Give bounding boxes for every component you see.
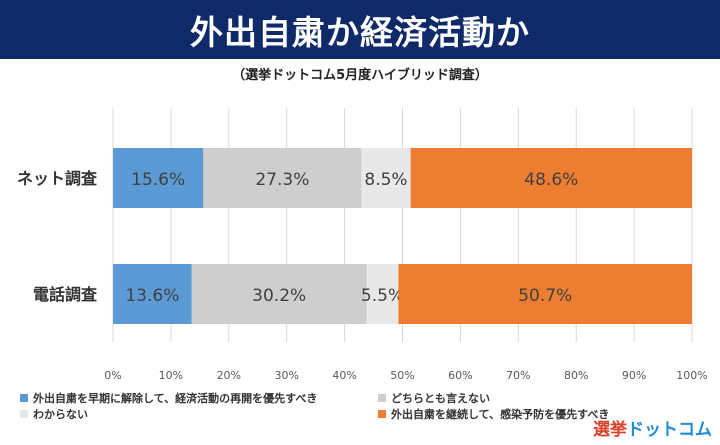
bar-segment	[366, 264, 399, 324]
logo-text: 選挙	[593, 420, 627, 440]
x-tick-label: 80%	[564, 369, 588, 382]
bar-segment	[398, 264, 692, 324]
legend-swatch	[378, 394, 386, 402]
category-label: 電話調査	[33, 285, 97, 304]
logo-accent-text: ドットコム	[627, 420, 712, 440]
legend-label: 外出自粛を早期に解除して、経済活動の再開を優先すべき	[33, 392, 318, 405]
legend-item: わからない	[20, 406, 88, 422]
legend-swatch	[378, 410, 386, 418]
data-label: 50.7%	[518, 286, 572, 306]
data-label: 48.6%	[524, 170, 578, 190]
data-label: 8.5%	[364, 170, 407, 190]
data-label: 15.6%	[131, 170, 185, 190]
chart-title: 外出自粛か経済活動か	[190, 12, 530, 52]
legend-label: わからない	[33, 408, 88, 421]
bar-segment	[113, 148, 204, 208]
data-label: 27.3%	[255, 170, 309, 190]
legend-item: 外出自粛を早期に解除して、経済活動の再開を優先すべき	[20, 390, 317, 406]
x-tick-label: 50%	[390, 369, 414, 382]
x-tick-label: 70%	[506, 369, 530, 382]
chart-subtitle: （選挙ドットコム5月度ハイブリッド調査）	[232, 68, 488, 83]
x-tick-label: 0%	[104, 369, 121, 382]
x-tick-label: 20%	[217, 369, 241, 382]
x-tick-label: 90%	[622, 369, 646, 382]
legend-label: 外出自粛を継続して、感染予防を優先すべき	[391, 408, 610, 421]
data-label: 5.5%	[361, 286, 404, 306]
bar-segment	[361, 148, 411, 208]
bar-segment	[113, 264, 192, 324]
x-tick-label: 10%	[159, 369, 183, 382]
x-tick-label: 60%	[448, 369, 472, 382]
legend-label: どちらとも言えない	[391, 392, 490, 405]
legend-swatch	[20, 394, 28, 402]
x-tick-label: 30%	[274, 369, 298, 382]
legend-swatch	[20, 410, 28, 418]
legend-item: 外出自粛を継続して、感染予防を優先すべき	[378, 406, 609, 422]
data-label: 13.6%	[125, 286, 179, 306]
data-label: 30.2%	[252, 286, 306, 306]
x-tick-label: 40%	[332, 369, 356, 382]
bar-segment	[191, 264, 367, 324]
site-logo: 選挙ドットコム	[593, 415, 712, 440]
x-tick-label: 100%	[676, 369, 707, 382]
chart-title-banner: 外出自粛か経済活動か	[0, 0, 720, 59]
bar-segment	[203, 148, 362, 208]
bar-segment	[410, 148, 692, 208]
legend-item: どちらとも言えない	[378, 390, 490, 406]
category-label: ネット調査	[17, 169, 97, 188]
